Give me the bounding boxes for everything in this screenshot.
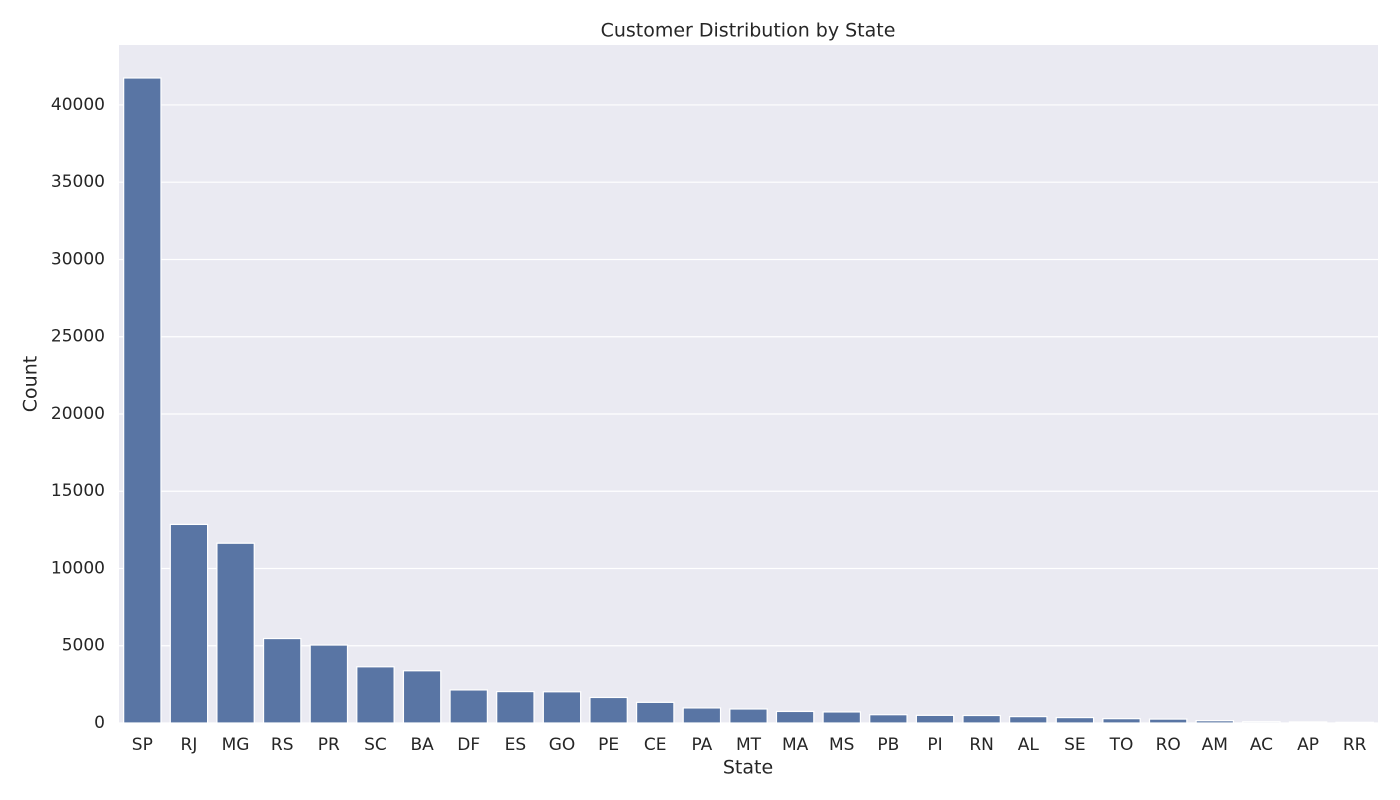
bar [775, 710, 815, 724]
x-tick-label: AP [1297, 735, 1319, 755]
bar [869, 714, 908, 724]
bar [1009, 716, 1048, 724]
x-tick-label: RJ [181, 735, 198, 755]
bar [962, 714, 1001, 724]
bar [589, 696, 628, 724]
bar [402, 670, 442, 724]
x-tick-label: PE [598, 735, 619, 755]
x-tick-label: DF [457, 735, 480, 755]
x-tick-label: GO [549, 735, 576, 755]
x-axis-label: State [723, 757, 773, 779]
bar [496, 690, 535, 724]
x-tick-label: TO [1109, 735, 1134, 755]
bar [356, 666, 395, 724]
y-tick-label: 0 [94, 713, 105, 733]
x-tick-label: SE [1064, 735, 1086, 755]
x-tick-label: RO [1156, 735, 1181, 755]
y-tick-label: 5000 [62, 636, 105, 656]
x-tick-label: SP [132, 735, 153, 755]
bar [915, 714, 955, 724]
x-tick-label: AM [1202, 735, 1228, 755]
x-tick-label: BA [410, 735, 434, 755]
bar [635, 701, 675, 724]
bar [1055, 716, 1095, 724]
bar [262, 637, 302, 724]
bar [542, 691, 582, 724]
y-tick-label: 10000 [51, 558, 105, 578]
x-tick-label: PA [691, 735, 712, 755]
bar [169, 523, 209, 724]
y-tick-label: 25000 [51, 327, 105, 347]
x-tick-label: MS [829, 735, 854, 755]
x-tick-label: PB [877, 735, 899, 755]
x-tick-label: RR [1343, 735, 1367, 755]
bar [449, 689, 488, 724]
x-tick-label: RS [271, 735, 294, 755]
x-tick-label: RN [969, 735, 994, 755]
y-tick-label: 40000 [51, 95, 105, 115]
x-tick-label: MG [222, 735, 250, 755]
bar [1335, 721, 1374, 724]
x-tick-label: AC [1250, 735, 1273, 755]
x-tick-label: CE [644, 735, 667, 755]
bar [1195, 720, 1235, 724]
bar [216, 542, 255, 724]
chart-title: Customer Distribution by State [601, 20, 896, 42]
bar [309, 644, 349, 724]
x-tick-label: ES [505, 735, 527, 755]
plot-area [119, 45, 1378, 723]
y-tick-label: 15000 [51, 481, 105, 501]
bar [1102, 718, 1141, 724]
bar [682, 707, 722, 724]
x-tick-label: SC [364, 735, 387, 755]
x-tick-label: PI [927, 735, 942, 755]
bar [1288, 721, 1328, 724]
bar [729, 708, 768, 724]
x-tick-label: MT [736, 735, 762, 755]
bar [1242, 721, 1281, 724]
x-tick-label: MA [782, 735, 809, 755]
x-tick-label: PR [318, 735, 340, 755]
bar [123, 77, 162, 724]
bar [1148, 718, 1188, 724]
y-tick-label: 20000 [51, 404, 105, 424]
bar [822, 711, 862, 724]
x-tick-label: AL [1018, 735, 1040, 755]
y-tick-label: 35000 [51, 172, 105, 192]
y-tick-label: 30000 [51, 249, 105, 269]
y-axis-label: Count [20, 356, 42, 412]
